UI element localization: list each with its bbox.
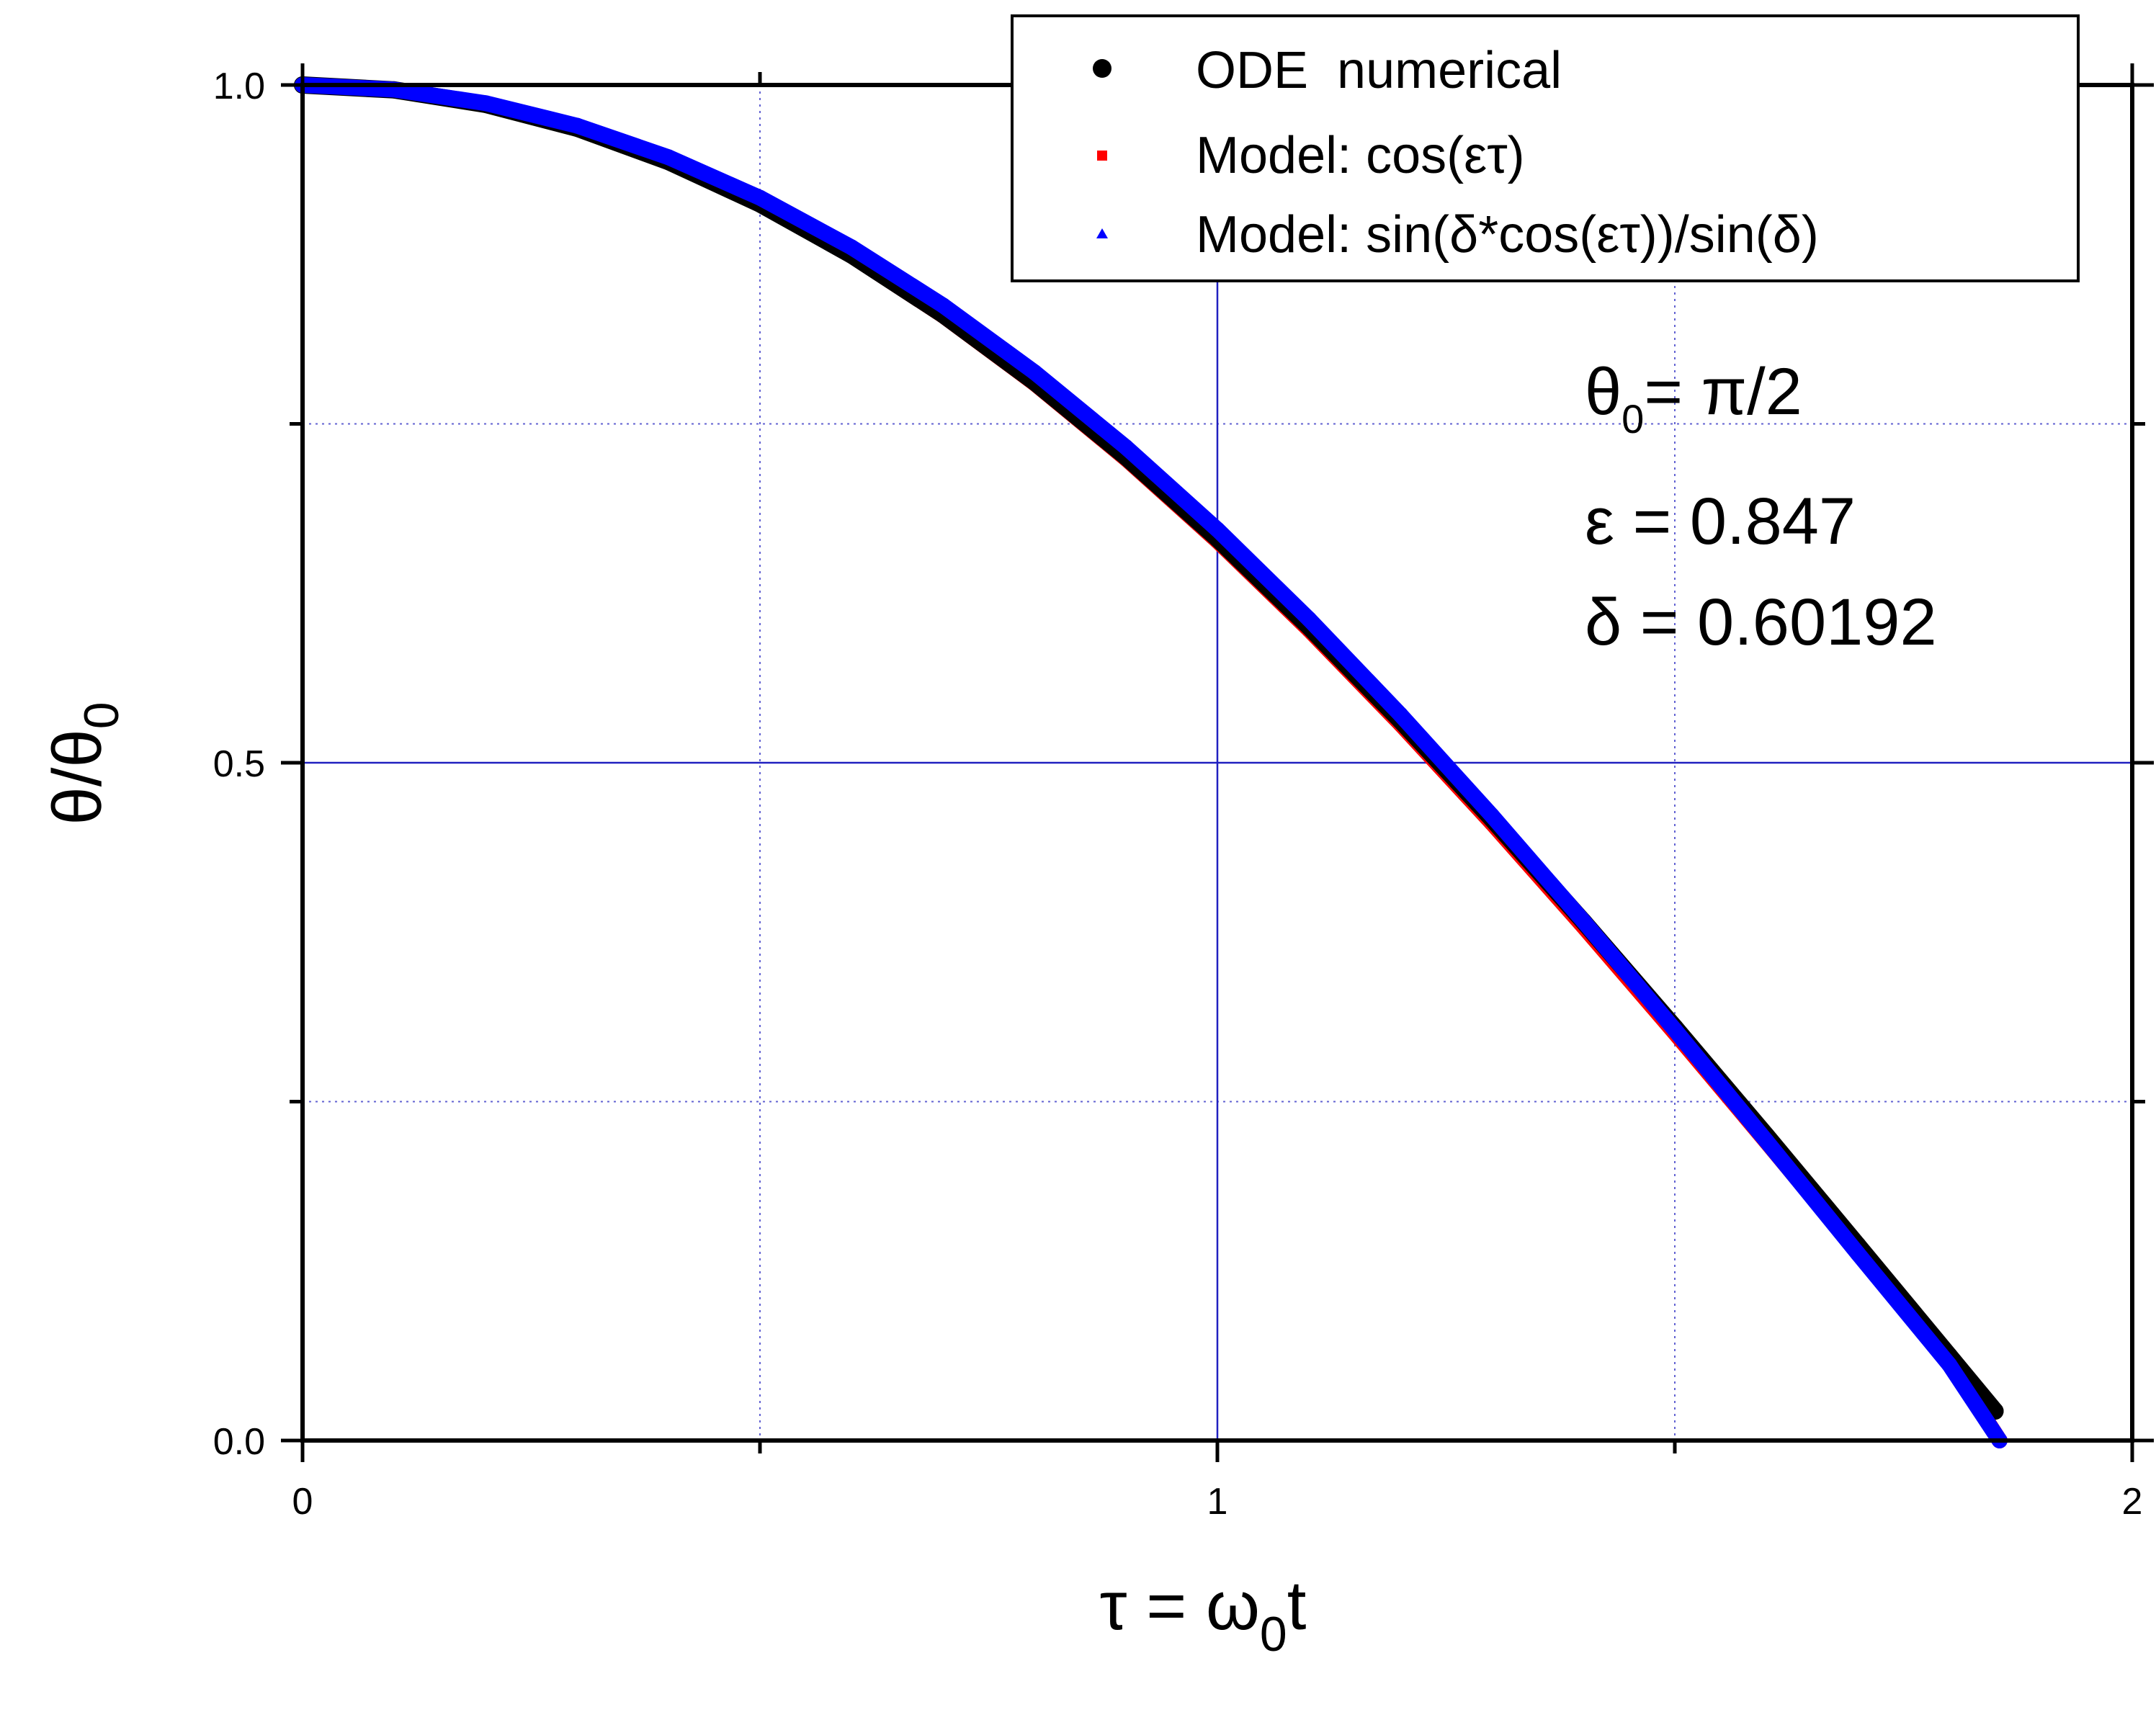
series-layer: [294, 76, 2008, 1448]
series-point: [661, 149, 676, 166]
series-point: [1209, 521, 1225, 538]
series-point: [1941, 1356, 1957, 1373]
series-point: [1850, 1245, 1866, 1262]
y-axis-title-main: θ/θ: [39, 729, 116, 825]
svg-text:θ/θ0: θ/θ0: [39, 702, 129, 825]
ticks: 0 1 2 0.0 0.5 1.0: [213, 63, 2154, 1523]
legend: ODE numerical Model: cos(ετ) Model: sin(…: [1011, 14, 2080, 282]
y-axis-title: θ/θ0: [39, 702, 129, 825]
legend-box: [1011, 14, 2080, 282]
series-point: [569, 117, 585, 134]
x-tick-label: 2: [2122, 1481, 2143, 1523]
series-point: [1118, 439, 1134, 455]
x-axis-title-sub: 0: [1260, 1607, 1287, 1662]
series-line: [295, 77, 2008, 1448]
legend-label-ode: ODE numerical: [1196, 42, 1562, 99]
series-point: [1026, 364, 1042, 380]
annotation-theta0-tail: = π/2: [1644, 355, 1802, 429]
series-point: [844, 239, 859, 256]
series-point: [478, 95, 493, 112]
annotation-theta0-main: θ: [1585, 355, 1622, 429]
legend-marker-cos: [1097, 151, 1107, 161]
legend-label-sin: Model: sin(δ*cos(ετ))/sin(δ): [1196, 206, 1819, 264]
annotation-delta: δ = 0.60192: [1585, 586, 1937, 659]
y-tick-label: 0.5: [213, 743, 265, 785]
series-line: [294, 76, 2004, 1420]
y-tick-label: 1.0: [213, 66, 265, 107]
annotation-epsilon: ε = 0.847: [1585, 485, 1856, 558]
x-axis-title-tail: t: [1287, 1567, 1307, 1644]
x-tick-label: 1: [1207, 1481, 1228, 1523]
annotation-theta0: θ0= π/2: [1585, 355, 1802, 442]
series-point: [1758, 1133, 1774, 1150]
series-point: [1575, 913, 1591, 929]
grid: [303, 85, 2132, 1441]
x-axis-title-main: τ = ω: [1100, 1567, 1260, 1644]
y-axis-title-sub: 0: [74, 702, 129, 729]
x-axis-title: τ = ω0t: [1100, 1567, 1307, 1662]
parameter-annotations: θ0= π/2 ε = 0.847 δ = 0.60192: [1585, 355, 1937, 659]
legend-label-cos: Model: cos(ετ): [1196, 127, 1525, 184]
series-point: [1392, 707, 1408, 723]
series-point: [1301, 611, 1317, 627]
legend-marker-sin: [1096, 228, 1108, 238]
series-point: [1484, 807, 1500, 824]
y-tick-label: 0.0: [213, 1421, 265, 1463]
series-point: [935, 297, 951, 314]
series-point: [1667, 1021, 1683, 1038]
series-point: [752, 189, 768, 206]
x-tick-label: 0: [292, 1481, 313, 1523]
annotation-theta0-sub: 0: [1622, 396, 1644, 442]
legend-marker-ode: [1093, 59, 1111, 78]
